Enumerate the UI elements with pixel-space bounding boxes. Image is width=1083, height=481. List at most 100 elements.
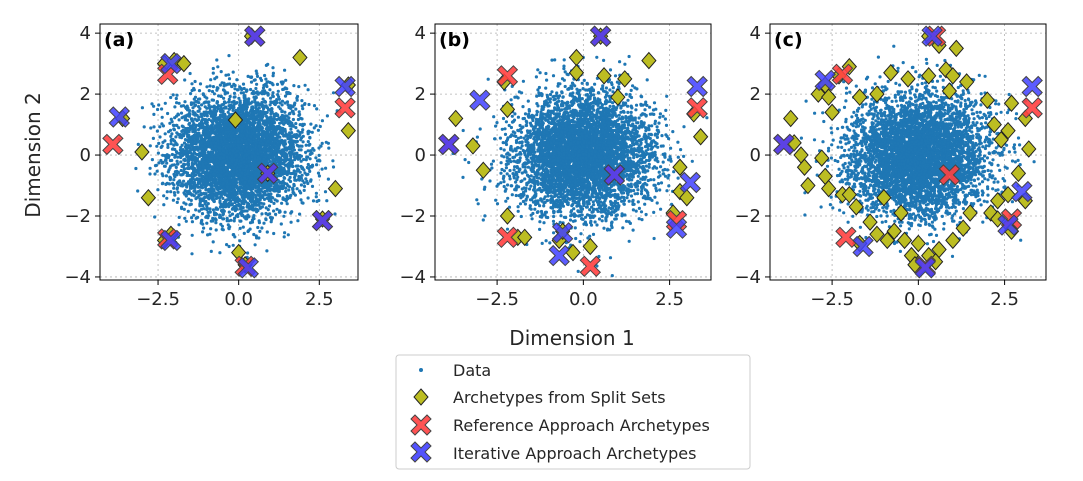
data-point [228, 161, 232, 165]
data-point [277, 210, 281, 214]
data-point [223, 193, 227, 197]
data-point [317, 153, 321, 157]
data-point [187, 173, 191, 178]
data-point [271, 91, 275, 95]
data-point [291, 117, 295, 122]
data-point [218, 213, 222, 217]
data-point [219, 70, 223, 74]
data-point [282, 154, 286, 158]
data-point [161, 140, 165, 144]
data-point [275, 82, 280, 86]
data-point [223, 139, 227, 143]
data-point [215, 183, 219, 187]
data-point [327, 146, 331, 150]
data-point [320, 141, 324, 145]
data-point [231, 144, 235, 148]
data-point [188, 71, 192, 76]
data-point [232, 91, 237, 95]
data-point [179, 145, 183, 150]
data-point [267, 204, 272, 208]
data-point [306, 172, 310, 176]
data-point [245, 153, 249, 157]
data-point [220, 103, 224, 107]
data-point [175, 186, 179, 190]
data-point [286, 103, 290, 107]
data-point [277, 97, 281, 101]
data-point [272, 201, 276, 205]
data-point [160, 172, 164, 176]
data-point [284, 189, 288, 193]
data-point [218, 83, 222, 87]
data-point [268, 156, 272, 160]
data-point [210, 185, 214, 189]
data-point [259, 78, 264, 82]
data-point [208, 210, 212, 214]
data-point [215, 127, 219, 131]
data-point [157, 141, 161, 145]
data-point [276, 187, 280, 191]
data-point [258, 229, 262, 233]
data-point [222, 96, 226, 100]
data-point [176, 113, 180, 117]
data-point [255, 72, 259, 76]
data-point [186, 162, 191, 166]
data-point [201, 117, 206, 121]
data-point [269, 199, 273, 204]
data-point [190, 233, 194, 237]
data-point [250, 154, 254, 159]
data-point [221, 149, 226, 153]
data-point [280, 184, 285, 188]
data-point [257, 198, 261, 202]
data-point [262, 129, 266, 134]
data-point [231, 243, 235, 247]
data-point [259, 205, 263, 210]
data-point [175, 101, 179, 105]
data-point [273, 132, 277, 136]
data-point [221, 217, 225, 221]
data-point [187, 197, 191, 201]
data-point [256, 101, 260, 105]
data-point [252, 125, 256, 129]
data-point [252, 232, 256, 237]
data-point [195, 100, 199, 104]
data-point [277, 171, 281, 175]
data-point [176, 197, 180, 201]
data-point [246, 194, 250, 198]
data-point [189, 181, 194, 185]
data-point [299, 148, 303, 152]
data-point [235, 158, 239, 162]
data-point [175, 200, 179, 204]
data-point [265, 230, 269, 234]
data-point [218, 134, 222, 138]
data-point [318, 124, 322, 129]
data-point [292, 112, 296, 116]
data-point [173, 170, 177, 174]
data-point [252, 217, 256, 221]
data-point [230, 158, 234, 162]
data-point [219, 126, 223, 130]
data-point [297, 110, 301, 114]
data-point [211, 85, 215, 89]
data-point [207, 89, 211, 93]
data-point [215, 88, 219, 92]
data-point [238, 191, 242, 195]
data-point [314, 124, 318, 128]
data-point [323, 190, 328, 194]
data-point [231, 206, 235, 210]
data-point [201, 230, 205, 234]
data-point [205, 118, 209, 123]
data-point [299, 198, 303, 202]
data-point [288, 152, 293, 156]
data-point [232, 82, 236, 86]
data-point [283, 176, 287, 180]
data-point [209, 119, 213, 123]
data-point [177, 126, 181, 130]
data-point [275, 145, 280, 149]
data-point [226, 223, 230, 227]
data-point [246, 213, 250, 217]
data-point [149, 126, 153, 130]
data-point [253, 157, 257, 161]
data-point [205, 85, 209, 89]
data-point [299, 159, 303, 163]
data-point [210, 193, 214, 197]
